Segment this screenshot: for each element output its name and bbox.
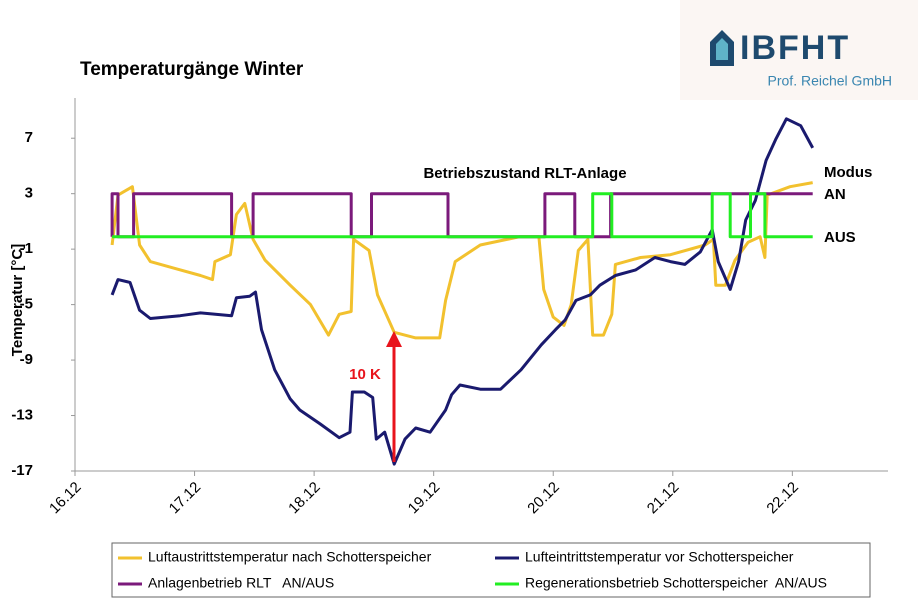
y-tick-label: -5 xyxy=(20,296,33,313)
y-tick-label: 3 xyxy=(25,185,33,202)
logo-subtitle: Prof. Reichel GmbH xyxy=(768,73,892,89)
x-tick-label: 22.12 xyxy=(763,479,802,518)
logo-icon xyxy=(710,30,734,66)
y-tick-label: -13 xyxy=(11,407,33,424)
x-tick-label: 21.12 xyxy=(644,479,683,518)
legend-label: Anlagenbetrieb RLT AN/AUS xyxy=(148,575,334,591)
x-tick-label: 16.12 xyxy=(46,479,85,518)
legend: Luftaustrittstemperatur nach Schotterspe… xyxy=(118,549,827,591)
logo-name: IBFHT xyxy=(740,29,850,67)
series-line xyxy=(110,192,813,239)
x-tick-label: 17.12 xyxy=(166,479,205,518)
y-tick-label: 7 xyxy=(25,129,33,146)
annotation: Betriebszustand RLT-Anlage xyxy=(423,165,626,182)
chart-title: Temperaturgänge Winter xyxy=(80,59,304,80)
legend-label: Luftaustrittstemperatur nach Schotterspe… xyxy=(148,549,432,565)
series-line xyxy=(110,181,813,340)
arrow-head xyxy=(386,331,402,347)
annotation: AN xyxy=(824,186,846,203)
y-axis-label: Temperatur [°C] xyxy=(9,244,26,356)
y-tick-label: -1 xyxy=(20,240,33,257)
x-tick-label: 18.12 xyxy=(285,479,324,518)
x-tick-label: 20.12 xyxy=(524,479,563,518)
series-line xyxy=(112,192,813,239)
annotation: Modus xyxy=(824,164,872,181)
legend-box xyxy=(111,542,871,598)
legend-label: Lufteintrittstemperatur vor Schotterspei… xyxy=(525,549,794,565)
y-tick-label: -17 xyxy=(11,462,33,479)
annotation: AUS xyxy=(824,229,856,246)
legend-label: Regenerationsbetrieb Schotterspeicher AN… xyxy=(525,575,827,591)
x-tick-label: 19.12 xyxy=(405,479,444,518)
series-line xyxy=(110,117,815,466)
annotation: 10 K xyxy=(349,366,381,383)
y-tick-label: -9 xyxy=(20,351,33,368)
